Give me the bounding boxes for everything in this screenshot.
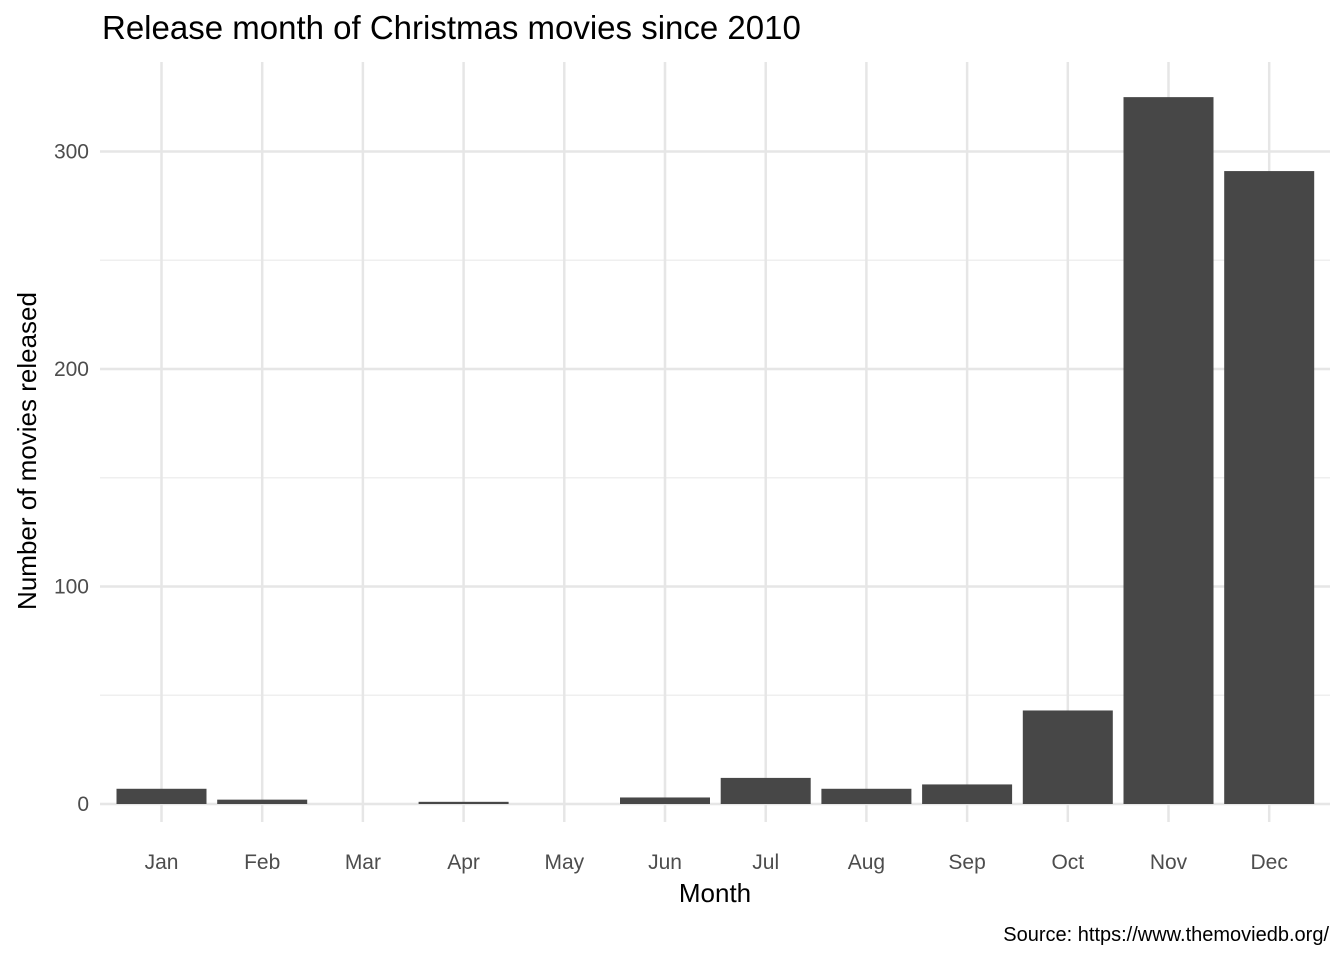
x-tick-label: Dec <box>1251 851 1288 874</box>
bar-nov <box>1123 97 1214 804</box>
x-axis-title: Month <box>679 878 751 908</box>
y-tick-label: 0 <box>77 793 89 816</box>
bar-dec <box>1224 171 1315 804</box>
x-tick-label: Sep <box>948 851 985 874</box>
x-tick-labels: Jan Feb Mar Apr May Jun Jul Aug Sep Oct Nov Dec <box>145 851 1288 874</box>
y-tick-label: 300 <box>54 141 89 164</box>
bars <box>116 97 1315 804</box>
y-tick-label: 200 <box>54 358 89 381</box>
x-tick-label: Nov <box>1150 851 1188 874</box>
x-tick-label: Aug <box>848 851 885 874</box>
x-tick-label: Apr <box>447 851 480 874</box>
x-tick-label: Jul <box>752 851 779 874</box>
y-axis-title: Number of movies released <box>12 292 42 610</box>
bar-feb <box>217 799 308 804</box>
x-tick-label: Oct <box>1051 851 1084 874</box>
bar-jun <box>620 797 710 804</box>
x-tick-label: Jun <box>648 851 682 874</box>
bar-sep <box>922 784 1013 804</box>
x-tick-label: Feb <box>244 851 280 874</box>
x-tick-label: Mar <box>345 851 381 874</box>
x-tick-label: Jan <box>145 851 179 874</box>
source-caption: Source: https://www.themoviedb.org/ <box>1003 924 1329 946</box>
bar-jan <box>116 788 207 804</box>
bar-jul <box>720 777 811 804</box>
y-tick-labels: 0 100 200 300 <box>54 141 89 817</box>
y-tick-label: 100 <box>54 576 89 599</box>
bar-oct <box>1022 710 1113 804</box>
chart-title: Release month of Christmas movies since … <box>102 9 801 46</box>
bar-aug <box>821 788 912 804</box>
bar-apr <box>418 801 509 804</box>
x-tick-label: May <box>544 851 584 874</box>
